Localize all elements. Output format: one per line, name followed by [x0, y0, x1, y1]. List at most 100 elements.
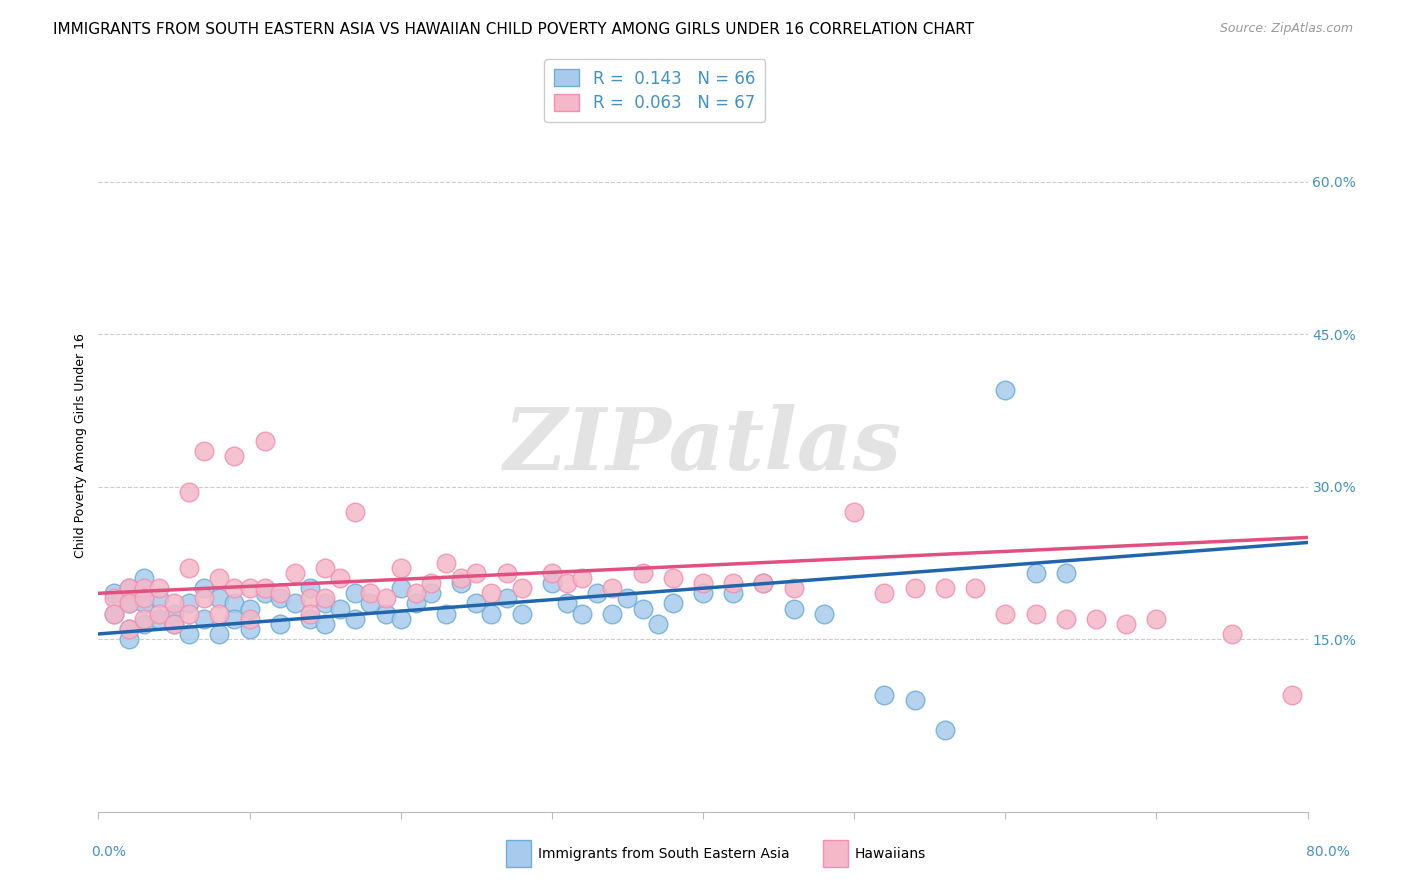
Point	[118, 622, 141, 636]
Point	[224, 581, 246, 595]
Point	[163, 597, 186, 611]
Text: IMMIGRANTS FROM SOUTH EASTERN ASIA VS HAWAIIAN CHILD POVERTY AMONG GIRLS UNDER 1: IMMIGRANTS FROM SOUTH EASTERN ASIA VS HA…	[53, 22, 974, 37]
Point	[571, 571, 593, 585]
Point	[208, 627, 231, 641]
Point	[148, 581, 170, 595]
Point	[132, 616, 155, 631]
Point	[224, 612, 246, 626]
Point	[934, 581, 956, 595]
Point	[1024, 607, 1046, 621]
Point	[602, 581, 624, 595]
Point	[284, 597, 307, 611]
Point	[813, 607, 835, 621]
Point	[934, 723, 956, 738]
Point	[783, 581, 806, 595]
Text: 80.0%: 80.0%	[1306, 845, 1350, 859]
Point	[179, 627, 201, 641]
Point	[148, 607, 170, 621]
Point	[540, 566, 562, 580]
Point	[344, 612, 367, 626]
Point	[965, 581, 987, 595]
Point	[661, 597, 683, 611]
Point	[299, 581, 322, 595]
Point	[118, 581, 141, 595]
Point	[1220, 627, 1243, 641]
Text: Source: ZipAtlas.com: Source: ZipAtlas.com	[1219, 22, 1353, 36]
Point	[269, 591, 291, 606]
Point	[873, 688, 896, 702]
Legend: R =  0.143   N = 66, R =  0.063   N = 67: R = 0.143 N = 66, R = 0.063 N = 67	[544, 60, 765, 122]
Point	[163, 607, 186, 621]
Point	[994, 607, 1017, 621]
Point	[103, 607, 125, 621]
Point	[132, 571, 155, 585]
Point	[647, 616, 669, 631]
Point	[269, 586, 291, 600]
Y-axis label: Child Poverty Among Girls Under 16: Child Poverty Among Girls Under 16	[75, 334, 87, 558]
Point	[783, 601, 806, 615]
Point	[314, 597, 336, 611]
Point	[465, 566, 488, 580]
Point	[193, 591, 215, 606]
Point	[389, 581, 412, 595]
Point	[284, 566, 307, 580]
Point	[495, 566, 517, 580]
Point	[844, 505, 866, 519]
Point	[555, 576, 578, 591]
Point	[163, 616, 186, 631]
Point	[344, 505, 367, 519]
Point	[1024, 566, 1046, 580]
Point	[450, 576, 472, 591]
Point	[118, 597, 141, 611]
Point	[1085, 612, 1108, 626]
Point	[510, 581, 533, 595]
Point	[314, 591, 336, 606]
Point	[602, 607, 624, 621]
Point	[904, 581, 927, 595]
Point	[420, 576, 443, 591]
Point	[132, 612, 155, 626]
Text: 0.0%: 0.0%	[91, 845, 127, 859]
Point	[208, 607, 231, 621]
Point	[723, 576, 745, 591]
Point	[103, 607, 125, 621]
Point	[193, 581, 215, 595]
Point	[239, 581, 262, 595]
Point	[314, 616, 336, 631]
Point	[239, 601, 262, 615]
Point	[495, 591, 517, 606]
Text: Hawaiians: Hawaiians	[855, 847, 927, 861]
Point	[465, 597, 488, 611]
Point	[193, 612, 215, 626]
Point	[510, 607, 533, 621]
Point	[329, 601, 352, 615]
Point	[994, 383, 1017, 397]
Point	[253, 434, 276, 448]
Point	[118, 622, 141, 636]
Point	[434, 556, 457, 570]
Point	[193, 444, 215, 458]
Point	[661, 571, 683, 585]
Point	[723, 586, 745, 600]
Point	[118, 632, 141, 646]
Point	[1115, 616, 1137, 631]
Point	[1054, 566, 1077, 580]
Point	[329, 571, 352, 585]
Point	[132, 581, 155, 595]
Point	[239, 612, 262, 626]
Point	[571, 607, 593, 621]
Point	[692, 586, 714, 600]
Point	[389, 561, 412, 575]
Point	[118, 597, 141, 611]
Point	[434, 607, 457, 621]
Point	[904, 693, 927, 707]
Point	[148, 591, 170, 606]
Point	[540, 576, 562, 591]
Point	[405, 597, 427, 611]
Point	[132, 597, 155, 611]
Point	[299, 612, 322, 626]
Point	[224, 597, 246, 611]
Point	[118, 581, 141, 595]
Point	[224, 449, 246, 463]
Point	[179, 484, 201, 499]
